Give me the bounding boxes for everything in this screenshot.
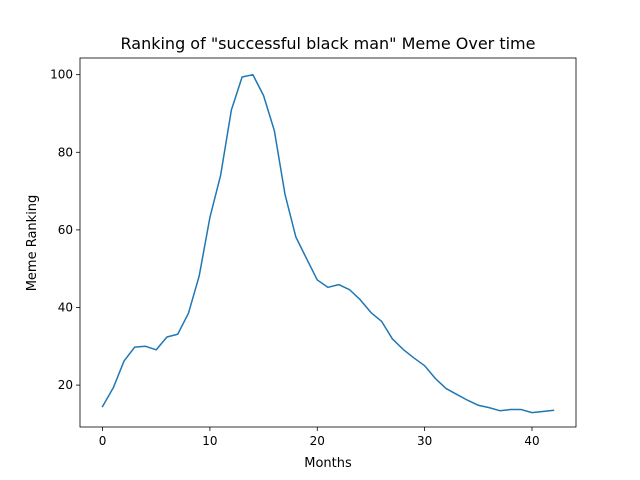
- x-tick-label: 20: [310, 434, 325, 448]
- y-tick-label: 40: [58, 300, 73, 314]
- y-tick-label: 100: [50, 68, 73, 82]
- plot-area: 0 10 20 30 40 20 40 60 80 100: [50, 57, 577, 448]
- x-tick-label: 40: [524, 434, 539, 448]
- x-tick-label: 10: [202, 434, 217, 448]
- x-tick-label: 30: [417, 434, 432, 448]
- axes-frame: [79, 57, 577, 428]
- x-axis-label: Months: [304, 456, 352, 471]
- y-tick-label: 20: [58, 378, 73, 392]
- y-axis-label: Meme Ranking: [25, 195, 40, 292]
- x-tick-label: 0: [99, 434, 107, 448]
- y-tick-label: 80: [58, 145, 73, 159]
- series-line-0: [101, 73, 555, 414]
- chart-title: Ranking of "successful black man" Meme O…: [121, 34, 536, 53]
- y-tick-label: 60: [58, 223, 73, 237]
